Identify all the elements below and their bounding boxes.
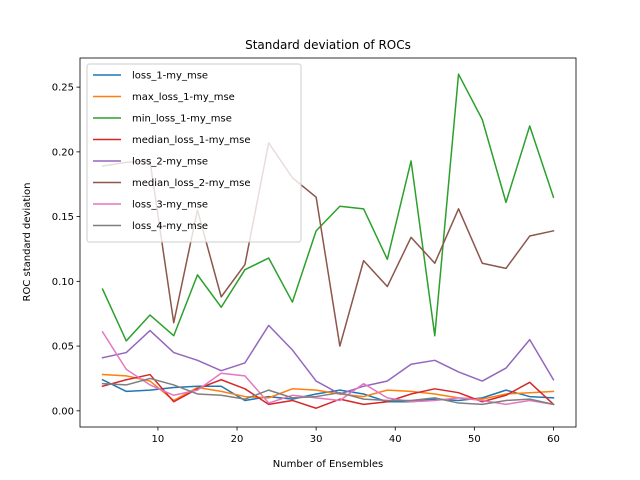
- legend-label: max_loss_1-my_mse: [132, 92, 235, 103]
- chart-title: Standard deviation of ROCs: [245, 38, 411, 52]
- legend-label: median_loss_1-my_mse: [132, 135, 251, 146]
- legend-label: loss_3-my_mse: [132, 200, 208, 211]
- x-tick-label: 10: [152, 434, 165, 445]
- y-axis: 0.00 0.05 0.10 0.15 0.20 0.25: [52, 83, 80, 417]
- series-line-min_loss_1-my_mse: [101, 73, 555, 342]
- x-tick-label: 30: [310, 434, 323, 445]
- series-line-max_loss_1-my_mse: [101, 373, 555, 402]
- y-axis-title: ROC standard deviation: [22, 183, 33, 302]
- series-line-loss_3-my_mse: [101, 330, 555, 406]
- x-tick-label: 60: [547, 434, 560, 445]
- series-line-loss_2-my_mse: [101, 324, 555, 395]
- series-line-loss_4-my_mse: [101, 377, 555, 406]
- legend-label: loss_4-my_mse: [132, 221, 208, 232]
- legend-label: median_loss_2-my_mse: [132, 178, 251, 189]
- plot-area: [79, 57, 577, 428]
- x-axis: 10 20 30 40 50 60: [152, 427, 560, 445]
- y-tick-label: 0.00: [52, 406, 74, 417]
- legend-label: min_loss_1-my_mse: [132, 114, 232, 125]
- y-tick-label: 0.25: [52, 83, 74, 94]
- legend-label: loss_2-my_mse: [132, 157, 208, 168]
- plot-frame: [79, 57, 577, 428]
- y-tick-label: 0.20: [52, 147, 74, 158]
- legend-label: loss_1-my_mse: [132, 71, 208, 82]
- y-tick-label: 0.15: [52, 212, 74, 223]
- series-line-median_loss_2-my_mse: [101, 142, 555, 347]
- legend: loss_1-my_mse max_loss_1-my_mse min_loss_1…: [86, 63, 302, 243]
- y-tick-label: 0.05: [52, 342, 74, 353]
- x-axis-title: Number of Ensembles: [273, 459, 383, 470]
- x-tick-label: 50: [468, 434, 481, 445]
- y-tick-label: 0.10: [52, 277, 74, 288]
- x-tick-label: 20: [231, 434, 244, 445]
- legend-box: [86, 63, 302, 243]
- x-tick-label: 40: [389, 434, 402, 445]
